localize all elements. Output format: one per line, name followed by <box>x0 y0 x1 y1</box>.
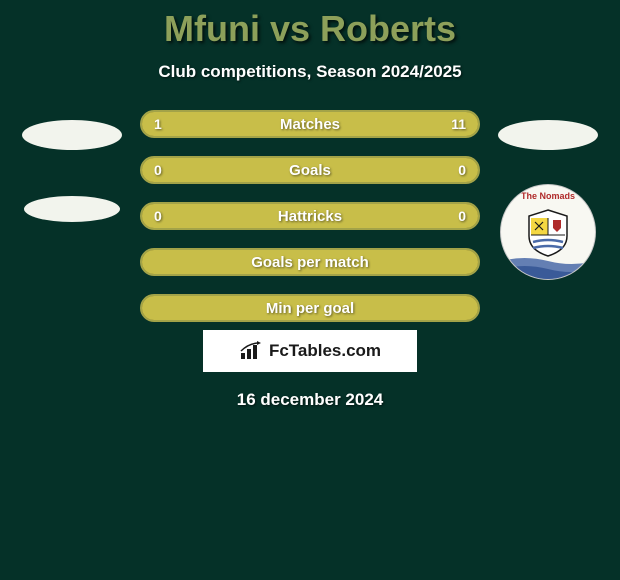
stat-value-right: 0 <box>458 162 466 178</box>
stat-bar-matches: 1 Matches 11 <box>140 110 480 138</box>
avatar-placeholder-icon <box>498 120 598 150</box>
page-subtitle: Club competitions, Season 2024/2025 <box>0 62 620 82</box>
badge-text: The Nomads <box>501 191 595 201</box>
left-avatar-column <box>22 110 122 234</box>
footer-logo[interactable]: FcTables.com <box>203 330 417 372</box>
waves-icon <box>501 253 595 279</box>
right-avatar-column: The Nomads <box>498 110 598 280</box>
player-avatar-right <box>498 110 598 160</box>
stat-value-right: 0 <box>458 208 466 224</box>
comparison-widget: Mfuni vs Roberts Club competitions, Seas… <box>0 0 620 410</box>
club-avatar-right: The Nomads <box>498 184 598 280</box>
stat-label: Goals per match <box>251 254 369 271</box>
stat-label: Goals <box>289 162 331 179</box>
avatar-placeholder-icon <box>24 196 120 222</box>
bar-fill-right <box>202 112 478 136</box>
stat-value-left: 1 <box>154 116 162 132</box>
avatar-placeholder-icon <box>22 120 122 150</box>
stat-value-right: 11 <box>451 116 466 132</box>
stat-value-left: 0 <box>154 208 162 224</box>
page-title: Mfuni vs Roberts <box>0 8 620 50</box>
stat-value-left: 0 <box>154 162 162 178</box>
bar-chart-icon <box>239 341 263 361</box>
stat-bar-goals: 0 Goals 0 <box>140 156 480 184</box>
shield-icon <box>525 208 571 258</box>
player-avatar-left <box>22 110 122 160</box>
stat-label: Hattricks <box>278 208 342 225</box>
bar-fill-left <box>142 112 202 136</box>
footer-logo-text: FcTables.com <box>269 341 381 361</box>
club-avatar-left <box>22 184 122 234</box>
footer-date: 16 december 2024 <box>0 390 620 410</box>
club-badge-icon: The Nomads <box>500 184 596 280</box>
stat-bars: 1 Matches 11 0 Goals 0 0 Hattricks 0 G <box>140 110 480 322</box>
stat-bar-hattricks: 0 Hattricks 0 <box>140 202 480 230</box>
stat-label: Min per goal <box>266 300 354 317</box>
stat-label: Matches <box>280 116 340 133</box>
stat-bar-goals-per-match: Goals per match <box>140 248 480 276</box>
main-row: 1 Matches 11 0 Goals 0 0 Hattricks 0 G <box>0 110 620 322</box>
stat-bar-min-per-goal: Min per goal <box>140 294 480 322</box>
